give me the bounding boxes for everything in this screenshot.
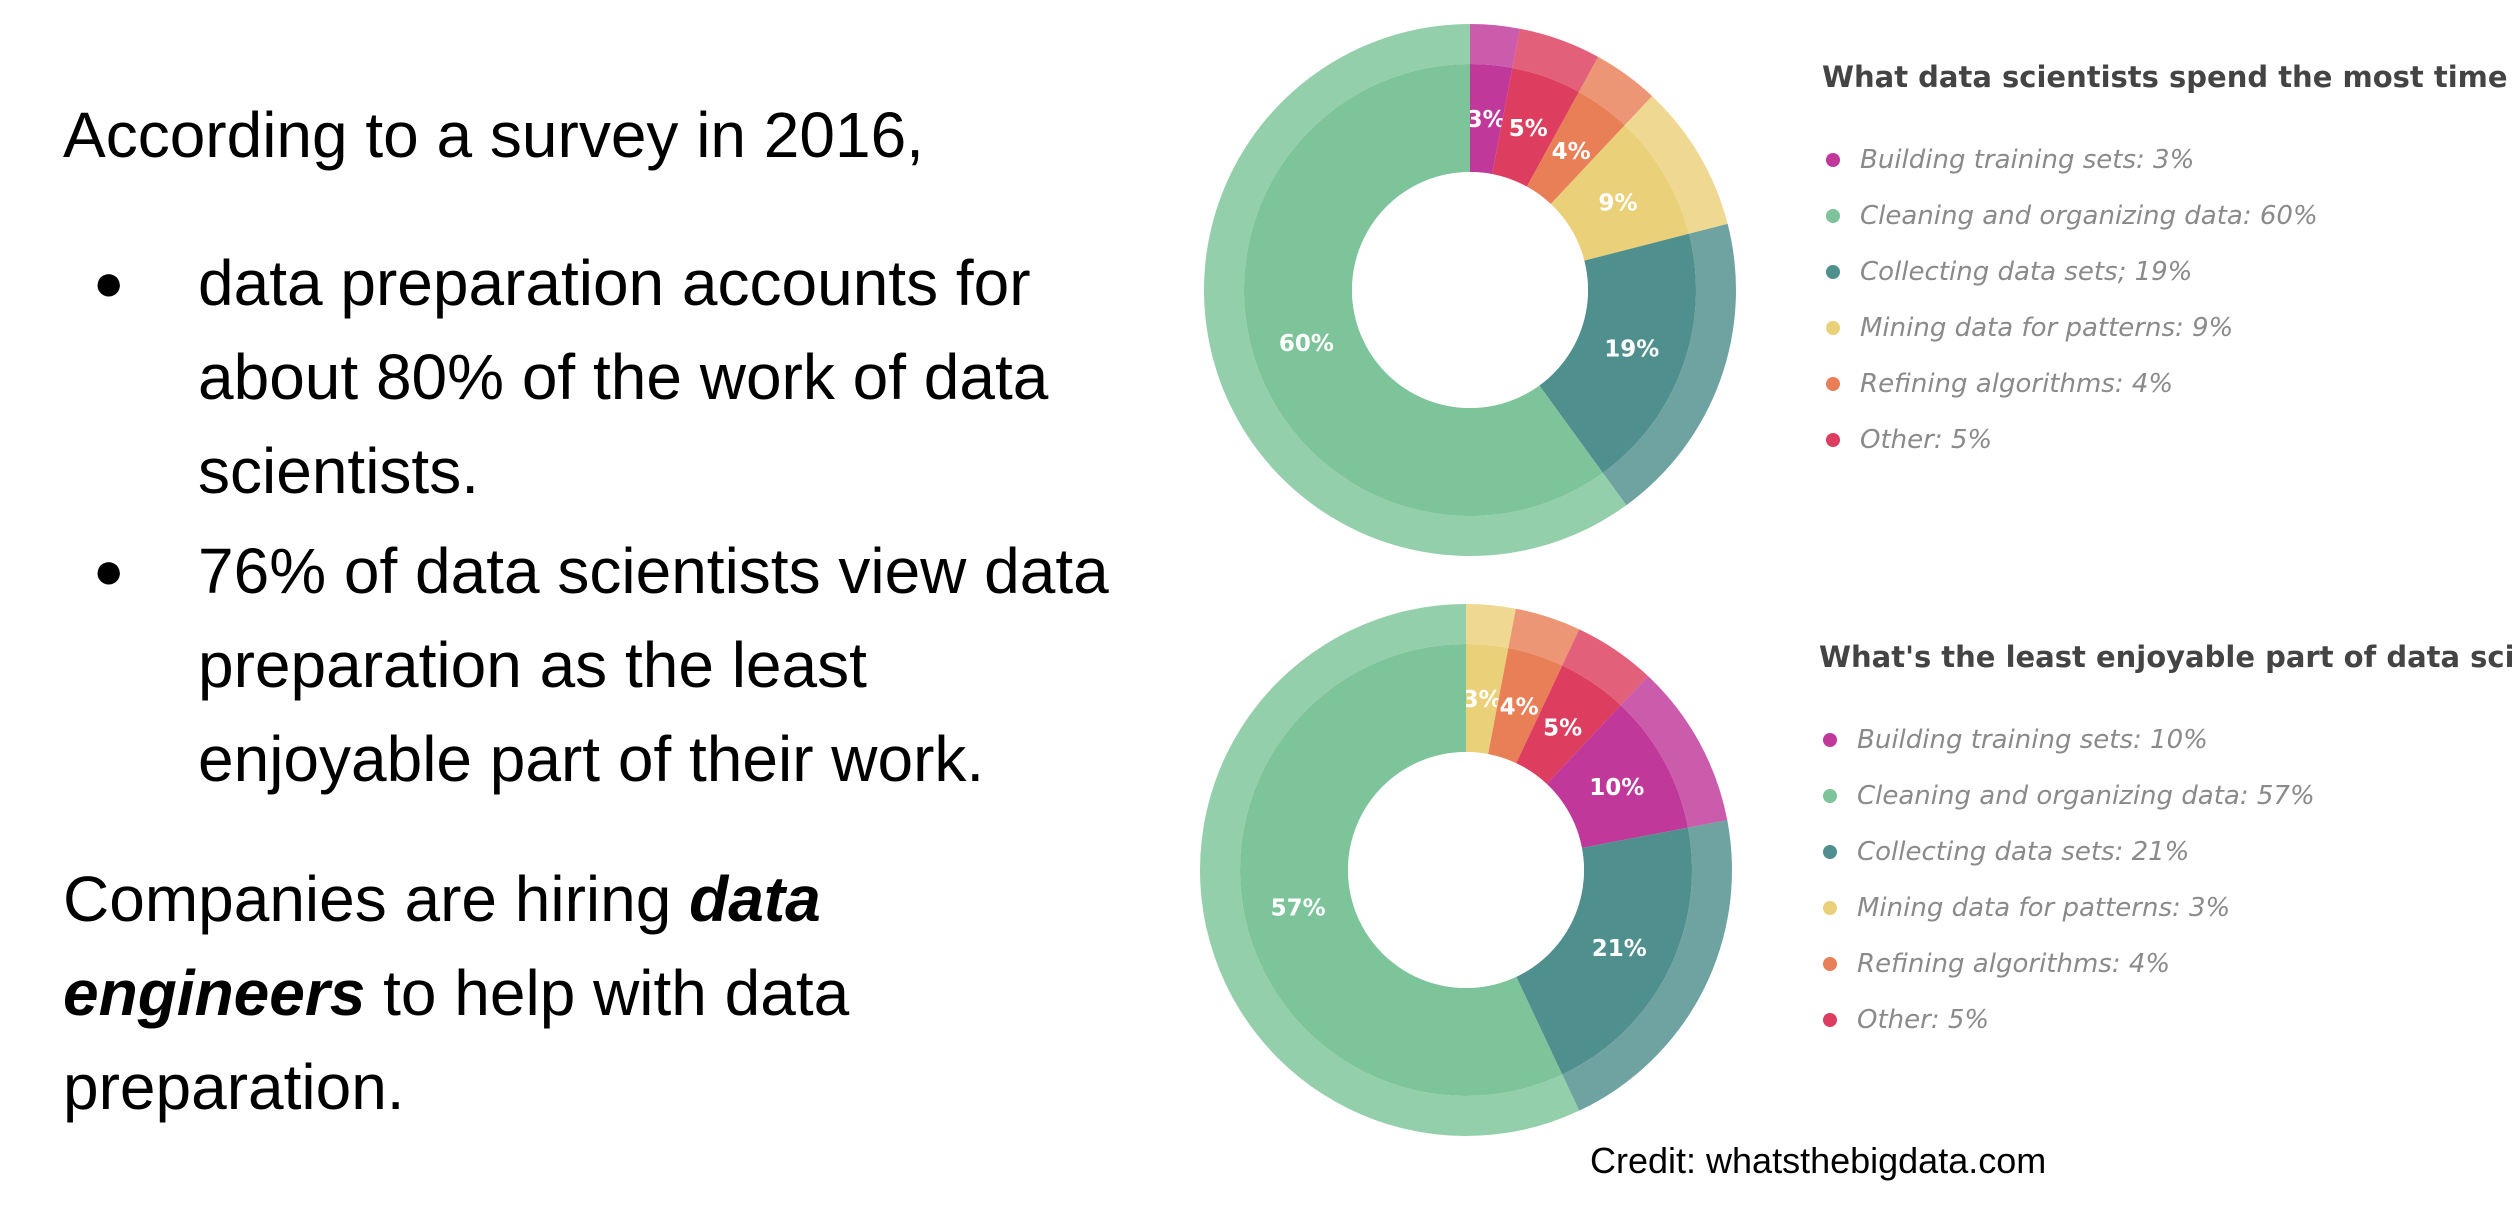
slice-label-other: 5% (1543, 716, 1582, 742)
intro-text: According to a survey in 2016, (63, 99, 924, 171)
legend-label: Collecting data sets; 19% (1860, 257, 2193, 287)
slice-label-building-training-sets: 3% (1467, 107, 1506, 133)
legend-dot-icon (1826, 265, 1840, 279)
slice-label-refining-algorithms: 4% (1552, 139, 1591, 165)
legend-label: Refining algorithms: 4% (1860, 369, 2174, 399)
outer-ring-refining-algorithms (1578, 56, 1653, 126)
slice-building-training-sets (1546, 705, 1688, 848)
legend-label: Cleaning and organizing data: 57% (1857, 781, 2315, 811)
slice-collecting-data-sets (1516, 827, 1692, 1075)
closing-emphasis: data engineers (63, 863, 821, 1029)
legend-item: Building training sets: 3% (1822, 132, 2512, 188)
slice-building-training-sets (1470, 64, 1513, 175)
chart-legend: What's the least enjoyable part of data … (1819, 640, 2512, 1048)
legend-item: Other: 5% (1822, 412, 2512, 468)
slice-refining-algorithms (1526, 91, 1625, 204)
legend-dot-icon (1826, 153, 1840, 167)
slide-text: According to a survey in 2016, ● data pr… (63, 88, 1123, 1134)
slice-cleaning-and-organizing-data (1239, 644, 1563, 1096)
chart-title: What data scientists spend the most time… (1822, 60, 2512, 94)
bullet-text: data preparation accounts for about 80% … (198, 247, 1049, 507)
chart-title: What's the least enjoyable part of data … (1819, 640, 2512, 674)
slice-collecting-data-sets (1539, 233, 1696, 473)
legend-label: Other: 5% (1857, 1005, 1990, 1035)
slice-label-mining-data-for-patterns: 3% (1463, 687, 1502, 713)
slice-label-collecting-data-sets: 19% (1604, 336, 1659, 362)
legend-label: Mining data for patterns: 3% (1857, 893, 2231, 923)
legend-item: Collecting data sets; 19% (1822, 244, 2512, 300)
slice-label-mining-data-for-patterns: 9% (1599, 190, 1638, 216)
legend-dot-icon (1823, 733, 1837, 747)
legend-label: Building training sets: 10% (1857, 725, 2208, 755)
bullet-dot-icon: ● (93, 254, 125, 312)
outer-ring-collecting-data-sets (1562, 820, 1732, 1111)
legend-label: Building training sets: 3% (1860, 145, 2195, 175)
slice-label-refining-algorithms: 4% (1500, 694, 1539, 720)
closing-text-end: to help with data preparation. (63, 957, 850, 1123)
legend-dot-icon (1826, 377, 1840, 391)
legend-item: Other: 5% (1819, 992, 2512, 1048)
legend-label: Collecting data sets: 21% (1857, 837, 2190, 867)
legend-item: Cleaning and organizing data: 57% (1819, 768, 2512, 824)
legend-dot-icon (1823, 1013, 1837, 1027)
chart-legend: What data scientists spend the most time… (1822, 60, 2512, 468)
outer-ring-mining-data-for-patterns (1624, 96, 1728, 234)
legend-item: Mining data for patterns: 9% (1822, 300, 2512, 356)
donut-hole (1352, 172, 1588, 408)
outer-ring-mining-data-for-patterns (1466, 604, 1516, 649)
slice-label-collecting-data-sets: 21% (1592, 936, 1647, 962)
outer-ring-collecting-data-sets (1602, 223, 1736, 506)
legend-dot-icon (1826, 209, 1840, 223)
legend-dot-icon (1823, 901, 1837, 915)
legend-item: Refining algorithms: 4% (1819, 936, 2512, 992)
outer-ring-other (1512, 28, 1599, 92)
legend-dot-icon (1823, 957, 1837, 971)
donut-hole (1348, 752, 1584, 988)
legend-dot-icon (1823, 845, 1837, 859)
slice-cleaning-and-organizing-data (1243, 64, 1603, 516)
slice-other (1492, 68, 1579, 187)
outer-ring-refining-algorithms (1508, 608, 1580, 666)
legend-item: Cleaning and organizing data: 60% (1822, 188, 2512, 244)
bullet-item: ● 76% of data scientists view data prepa… (63, 524, 1123, 806)
slice-label-other: 5% (1509, 116, 1548, 142)
bullet-text: 76% of data scientists view data prepara… (198, 535, 1109, 795)
legend-dot-icon (1826, 321, 1840, 335)
slice-label-building-training-sets: 10% (1589, 775, 1644, 801)
legend-item: Collecting data sets: 21% (1819, 824, 2512, 880)
credit-text: Credit: whatsthebigdata.com (1590, 1140, 2047, 1181)
outer-ring-cleaning-and-organizing-data (1204, 24, 1627, 557)
legend-label: Refining algorithms: 4% (1857, 949, 2171, 979)
legend-item: Refining algorithms: 4% (1822, 356, 2512, 412)
legend-label: Cleaning and organizing data: 60% (1860, 201, 2318, 231)
legend-item: Mining data for patterns: 3% (1819, 880, 2512, 936)
slice-label-cleaning-and-organizing-data: 60% (1279, 331, 1334, 357)
slice-refining-algorithms (1488, 648, 1563, 764)
slice-mining-data-for-patterns (1466, 644, 1509, 755)
outer-ring-building-training-sets (1620, 676, 1728, 828)
slice-label-cleaning-and-organizing-data: 57% (1271, 896, 1326, 922)
donut-chart-svg: 3% 5%4% 9% 19% 60% (1204, 24, 1736, 557)
outer-ring-building-training-sets (1470, 24, 1520, 69)
legend-dot-icon (1823, 789, 1837, 803)
legend-dot-icon (1826, 433, 1840, 447)
legend-label: Other: 5% (1860, 425, 1993, 455)
outer-ring-other (1562, 629, 1649, 706)
donut-chart-svg: 3%4%5% 10% 21% 57% (1200, 604, 1732, 1136)
slice-mining-data-for-patterns (1550, 125, 1689, 261)
closing-text-start: Companies are hiring (63, 863, 690, 935)
bullet-dot-icon: ● (93, 542, 125, 600)
bullet-list: ● data preparation accounts for about 80… (63, 236, 1123, 806)
closing-text: Companies are hiring data engineers to h… (63, 852, 1123, 1134)
legend-label: Mining data for patterns: 9% (1860, 313, 2234, 343)
slice-other (1516, 665, 1621, 784)
bullet-item: ● data preparation accounts for about 80… (63, 236, 1123, 518)
legend-item: Building training sets: 10% (1819, 712, 2512, 768)
